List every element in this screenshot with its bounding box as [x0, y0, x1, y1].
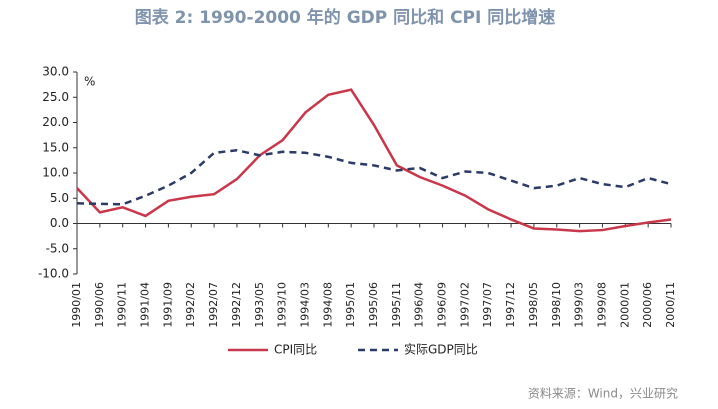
x-tick-label: 2000/11	[664, 282, 677, 328]
y-tick-label: 5.0	[50, 191, 69, 205]
y-tick-label: 25.0	[42, 90, 69, 104]
y-tick-label: -5.0	[46, 241, 69, 255]
x-tick-label: 1998/05	[527, 282, 540, 328]
x-tick-label: 1996/04	[413, 282, 426, 328]
x-tick-label: 1990/06	[93, 282, 106, 328]
x-tick-label: 1994/08	[321, 282, 334, 328]
x-tick-label: 1990/01	[70, 282, 83, 328]
x-tick-label: 1991/04	[139, 282, 152, 328]
chart-title: 图表 2: 1990-2000 年的 GDP 同比和 CPI 同比增速	[135, 7, 556, 28]
source-note: 资料来源：Wind，兴业研究	[528, 386, 678, 401]
x-tick-label: 1992/12	[230, 282, 243, 328]
series-line	[76, 88, 672, 233]
x-tick-label: 1993/10	[276, 282, 289, 328]
x-tick-label: 1995/01	[344, 282, 357, 328]
x-tick-label: 1997/12	[504, 282, 517, 328]
y-tick-label: 10.0	[42, 166, 69, 180]
x-tick-label: 1995/11	[390, 282, 403, 328]
y-unit: %	[84, 75, 95, 89]
y-tick-label: -10.0	[38, 267, 69, 281]
y-tick-label: 30.0	[42, 65, 69, 79]
x-tick-label: 1999/03	[573, 282, 586, 328]
series-line	[76, 149, 672, 206]
x-tick-label: 2000/06	[641, 282, 654, 328]
x-tick-label: 1998/10	[550, 282, 563, 328]
legend-label: 实际GDP同比	[404, 342, 478, 357]
x-tick-label: 1991/09	[161, 282, 174, 328]
x-tick-label: 2000/01	[618, 282, 631, 328]
x-tick-label: 1994/03	[298, 282, 311, 328]
y-tick-label: 20.0	[42, 115, 69, 129]
x-tick-label: 1997/07	[481, 282, 494, 328]
legend-label: CPI同比	[274, 343, 317, 357]
x-tick-label: 1999/08	[595, 282, 608, 328]
x-tick-label: 1995/06	[367, 282, 380, 328]
y-tick-label: 0.0	[50, 216, 69, 230]
y-tick-label: 15.0	[42, 140, 69, 154]
x-tick-label: 1993/05	[253, 282, 266, 328]
x-tick-label: 1996/09	[436, 282, 449, 328]
x-tick-label: 1990/11	[116, 282, 129, 328]
x-tick-label: 1997/02	[458, 282, 471, 328]
x-tick-label: 1992/02	[184, 282, 197, 328]
x-tick-label: 1992/07	[207, 282, 220, 328]
